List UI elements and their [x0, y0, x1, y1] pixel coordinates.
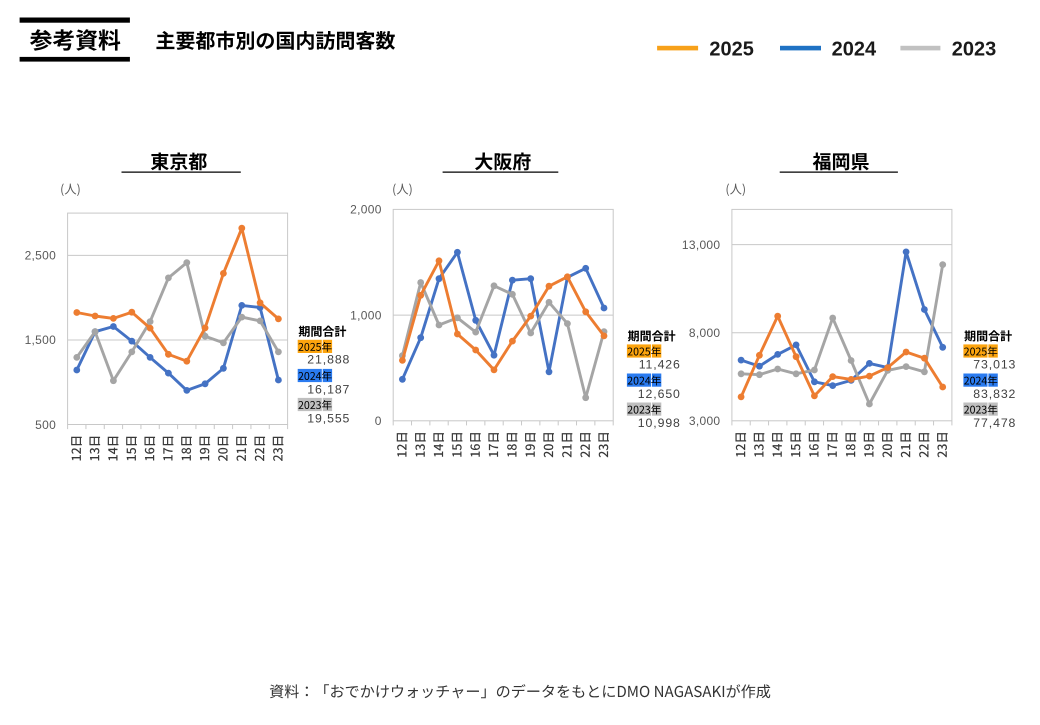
svg-text:12,650: 12,650 [638, 387, 681, 401]
svg-text:1,500: 1,500 [25, 333, 57, 347]
svg-text:11,426: 11,426 [639, 357, 681, 371]
svg-text:1,000: 1,000 [350, 308, 382, 322]
svg-text:77,478: 77,478 [973, 416, 1016, 430]
svg-text:2025: 2025 [709, 39, 754, 61]
svg-text:83,832: 83,832 [973, 387, 1016, 401]
svg-text:2,500: 2,500 [25, 249, 57, 263]
svg-text:13,000: 13,000 [682, 238, 721, 252]
svg-text:2023: 2023 [952, 39, 997, 61]
svg-text:2,000: 2,000 [350, 203, 382, 217]
svg-text:21,888: 21,888 [307, 353, 350, 367]
svg-text:19,555: 19,555 [307, 412, 350, 426]
svg-text:73,013: 73,013 [973, 357, 1016, 371]
svg-text:3,000: 3,000 [689, 414, 721, 428]
svg-text:2024: 2024 [832, 39, 877, 61]
svg-text:0: 0 [375, 414, 382, 428]
svg-text:500: 500 [35, 418, 56, 432]
svg-text:10,998: 10,998 [638, 416, 681, 430]
svg-text:16,187: 16,187 [307, 383, 350, 397]
svg-text:8,000: 8,000 [689, 326, 721, 340]
